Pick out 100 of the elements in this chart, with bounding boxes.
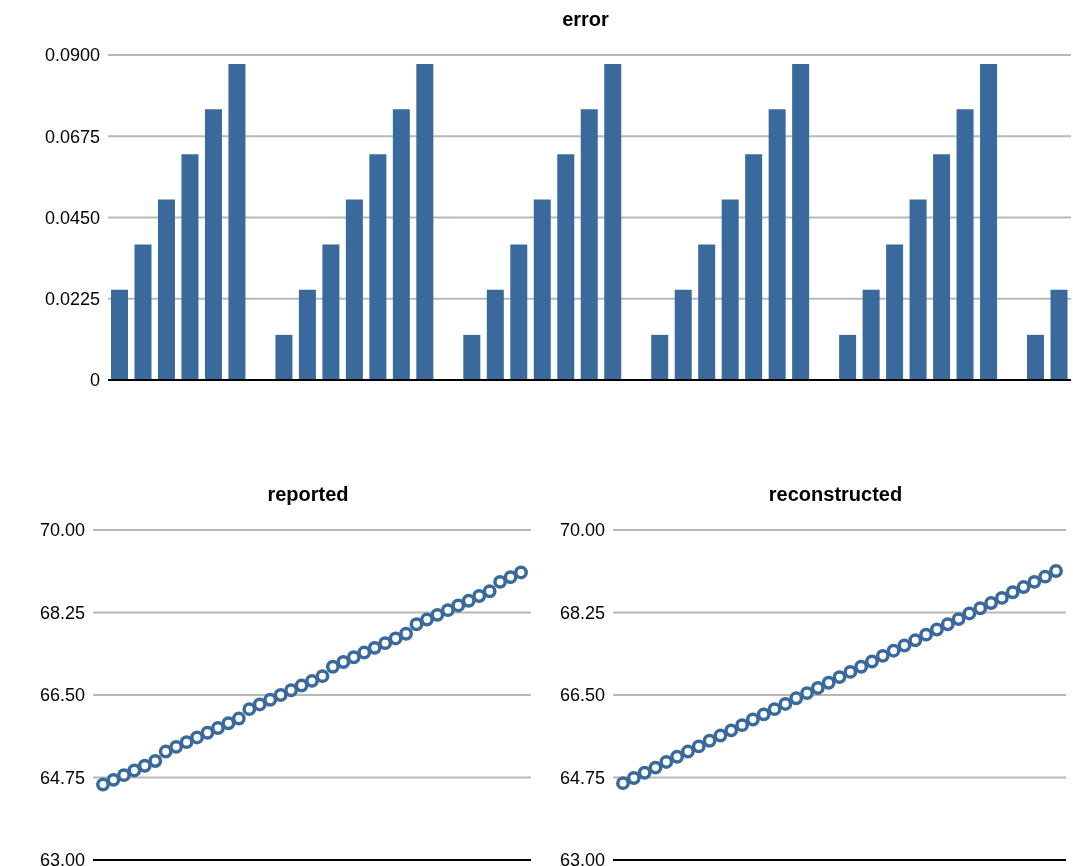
bar xyxy=(745,154,763,380)
point xyxy=(745,712,760,727)
point xyxy=(503,570,518,585)
point xyxy=(800,686,814,701)
bar xyxy=(792,64,810,380)
point xyxy=(200,725,215,740)
bar xyxy=(651,334,669,380)
point xyxy=(865,654,879,669)
point xyxy=(96,777,110,792)
point xyxy=(637,765,652,780)
point xyxy=(451,598,466,613)
point xyxy=(940,617,955,632)
bar xyxy=(204,109,222,380)
y-tick-label: 0.0225 xyxy=(44,289,100,310)
y-tick-label: 64.75 xyxy=(39,767,85,788)
point xyxy=(294,678,309,693)
y-tick-label: 0.0450 xyxy=(44,207,100,228)
point xyxy=(670,749,685,764)
point xyxy=(778,697,793,711)
point xyxy=(897,638,912,653)
chart-title: reconstructed xyxy=(767,483,904,506)
point xyxy=(179,735,194,750)
point xyxy=(221,716,236,731)
point xyxy=(994,590,1009,605)
point xyxy=(148,754,163,768)
point xyxy=(440,603,455,618)
bar xyxy=(721,199,739,380)
bar xyxy=(862,289,880,380)
point xyxy=(626,771,641,785)
point xyxy=(388,631,403,646)
point xyxy=(984,596,998,611)
bar xyxy=(533,199,551,380)
bar xyxy=(416,64,434,380)
bar xyxy=(369,154,387,380)
bar xyxy=(557,154,575,380)
point xyxy=(832,670,847,685)
y-tick-label: 68.25 xyxy=(559,602,605,623)
point xyxy=(346,650,361,665)
point xyxy=(482,584,497,599)
point xyxy=(472,589,487,603)
point xyxy=(461,593,476,608)
point xyxy=(273,688,288,702)
point xyxy=(169,739,184,754)
point xyxy=(875,648,890,663)
point xyxy=(315,669,330,684)
bar xyxy=(909,199,927,380)
bar xyxy=(157,199,175,380)
point xyxy=(681,744,695,759)
point xyxy=(973,601,988,616)
point xyxy=(821,675,836,690)
y-tick-label: 0.0900 xyxy=(44,45,100,66)
bar xyxy=(181,154,199,380)
point xyxy=(1049,564,1063,578)
point xyxy=(284,683,299,698)
point xyxy=(305,673,319,688)
point xyxy=(357,645,372,660)
point xyxy=(702,733,717,748)
point xyxy=(724,723,739,738)
point xyxy=(929,622,944,637)
point xyxy=(127,763,142,778)
point xyxy=(378,636,393,651)
point xyxy=(116,768,131,783)
point xyxy=(514,565,528,580)
y-tick-label: 63.00 xyxy=(559,850,605,866)
point xyxy=(854,659,869,674)
point xyxy=(231,711,246,726)
point xyxy=(190,730,204,745)
bar xyxy=(1027,334,1045,380)
bar xyxy=(463,334,481,380)
point xyxy=(908,633,923,648)
bar xyxy=(980,64,998,380)
bar xyxy=(228,64,246,380)
chart-title: error xyxy=(561,8,610,31)
point xyxy=(252,697,267,712)
bar xyxy=(698,244,716,380)
y-tick-label: 66.50 xyxy=(559,685,605,706)
point xyxy=(263,692,278,707)
point xyxy=(325,659,340,674)
bar xyxy=(322,244,340,380)
y-tick-label: 70.00 xyxy=(39,520,85,541)
point xyxy=(336,655,351,669)
chart-title: reported xyxy=(266,483,350,506)
point xyxy=(1005,585,1020,600)
point xyxy=(886,643,901,658)
point xyxy=(648,760,663,775)
y-tick-label: 63.00 xyxy=(39,850,85,866)
point xyxy=(810,680,825,695)
point xyxy=(399,626,413,641)
bar xyxy=(486,289,504,380)
y-tick-label: 0 xyxy=(89,370,100,391)
point xyxy=(951,612,966,627)
point xyxy=(767,702,782,717)
point xyxy=(430,607,445,622)
bar xyxy=(580,109,598,380)
point xyxy=(409,617,424,632)
point xyxy=(735,718,750,733)
point xyxy=(158,744,173,759)
bar xyxy=(111,289,128,380)
bar xyxy=(604,64,622,380)
point xyxy=(616,776,630,791)
